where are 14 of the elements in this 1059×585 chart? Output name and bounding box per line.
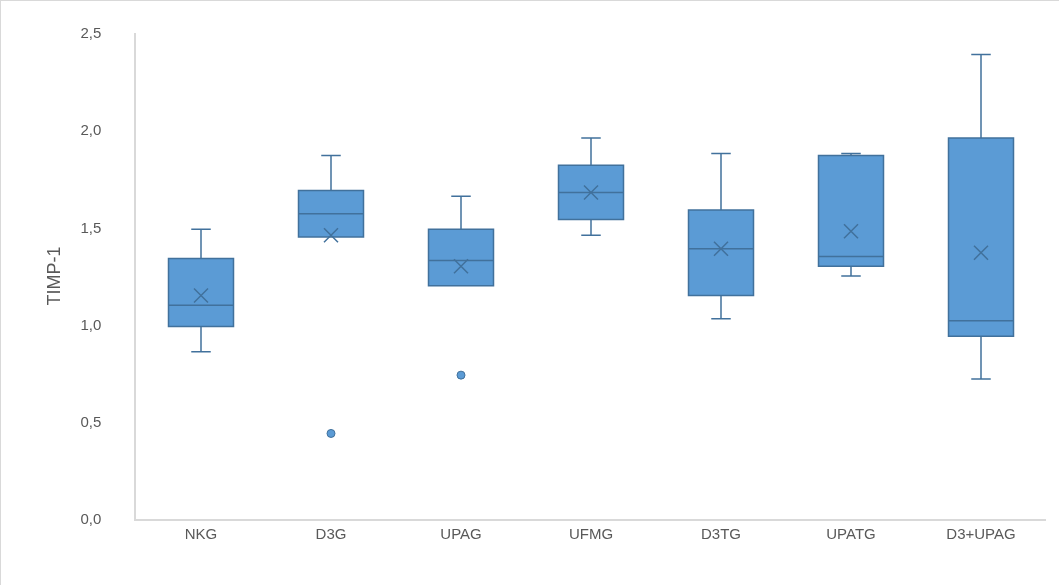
- y-tick-label: 0,5: [80, 413, 102, 431]
- y-tick-label: 1,5: [80, 218, 102, 236]
- x-tick-label: UPATG: [826, 524, 876, 542]
- y-tick-label: 2,0: [80, 121, 102, 139]
- x-tick-label: UPAG: [440, 524, 482, 542]
- x-tick-label: NKG: [184, 524, 218, 542]
- x-tick-label: D3G: [315, 524, 347, 542]
- x-tick-label: D3+UPAG: [946, 524, 1016, 542]
- y-tick-label: 0,0: [80, 510, 102, 528]
- x-tick-label: D3TG: [700, 524, 742, 542]
- y-tick-label: 2,5: [80, 24, 102, 42]
- y-tick-label: 1,0: [80, 315, 102, 333]
- y-axis-title: TIMP-1: [44, 246, 65, 306]
- x-tick-label: UFMG: [568, 524, 614, 542]
